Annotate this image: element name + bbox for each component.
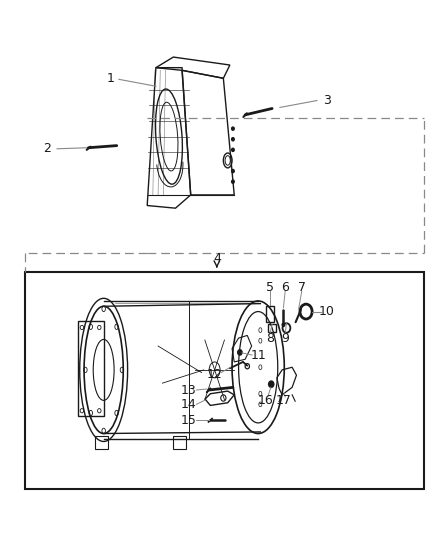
Bar xyxy=(268,324,276,332)
Text: 16: 16 xyxy=(258,393,273,407)
Ellipse shape xyxy=(232,138,234,141)
Text: 2: 2 xyxy=(43,142,51,155)
Ellipse shape xyxy=(268,381,274,387)
Ellipse shape xyxy=(282,322,286,327)
Ellipse shape xyxy=(238,350,242,355)
Ellipse shape xyxy=(232,127,234,130)
Text: 1: 1 xyxy=(106,72,114,85)
Bar xyxy=(78,320,104,416)
Ellipse shape xyxy=(232,180,234,183)
Text: 8: 8 xyxy=(266,332,274,344)
Bar xyxy=(173,436,186,449)
Ellipse shape xyxy=(232,148,234,151)
Text: 12: 12 xyxy=(207,368,223,381)
Text: 17: 17 xyxy=(276,393,291,407)
Bar xyxy=(95,436,108,449)
Text: 14: 14 xyxy=(180,398,196,411)
Text: 5: 5 xyxy=(266,281,274,294)
Bar xyxy=(25,272,424,489)
Text: 3: 3 xyxy=(323,94,331,107)
Text: 10: 10 xyxy=(319,305,335,318)
Text: 6: 6 xyxy=(281,281,289,294)
Text: 11: 11 xyxy=(251,349,267,361)
Text: 4: 4 xyxy=(213,252,221,265)
Text: 7: 7 xyxy=(298,281,306,294)
Text: 9: 9 xyxy=(281,332,289,344)
Text: 13: 13 xyxy=(180,384,196,397)
Bar xyxy=(266,306,274,322)
Text: 15: 15 xyxy=(180,414,197,427)
Ellipse shape xyxy=(232,169,234,173)
